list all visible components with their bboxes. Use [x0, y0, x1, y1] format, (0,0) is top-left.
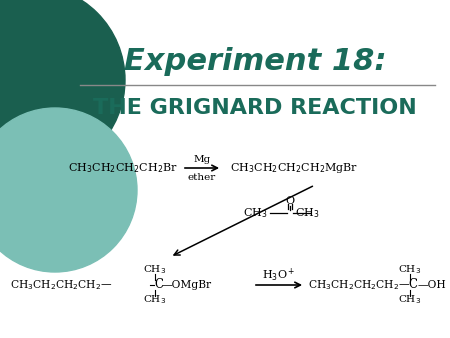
- Text: CH$_3$: CH$_3$: [243, 206, 268, 220]
- Text: CH$_3$: CH$_3$: [295, 206, 319, 220]
- Circle shape: [0, 0, 125, 175]
- Circle shape: [0, 108, 137, 272]
- Text: CH$_3$CH$_2$CH$_2$CH$_2$Br: CH$_3$CH$_2$CH$_2$CH$_2$Br: [68, 161, 178, 175]
- Text: Mg: Mg: [194, 154, 211, 164]
- Text: CH$_3$: CH$_3$: [144, 294, 166, 307]
- Text: CH$_3$: CH$_3$: [398, 294, 422, 307]
- Text: C: C: [154, 279, 163, 291]
- Text: O: O: [285, 196, 295, 206]
- Text: CH$_3$CH$_2$CH$_2$CH$_2$—: CH$_3$CH$_2$CH$_2$CH$_2$—: [10, 278, 112, 292]
- Text: ether: ether: [188, 172, 216, 182]
- Text: CH$_3$: CH$_3$: [144, 264, 166, 276]
- Text: —OMgBr: —OMgBr: [162, 280, 212, 290]
- Text: Experiment 18:: Experiment 18:: [124, 48, 386, 76]
- Text: C: C: [408, 279, 417, 291]
- Text: H$_3$O$^+$: H$_3$O$^+$: [262, 266, 296, 284]
- Text: —OH: —OH: [418, 280, 447, 290]
- Text: CH$_3$CH$_2$CH$_2$CH$_2$MgBr: CH$_3$CH$_2$CH$_2$CH$_2$MgBr: [230, 161, 358, 175]
- Text: THE GRIGNARD REACTION: THE GRIGNARD REACTION: [93, 98, 417, 118]
- Text: CH$_3$: CH$_3$: [398, 264, 422, 276]
- Text: CH$_3$CH$_2$CH$_2$CH$_2$—: CH$_3$CH$_2$CH$_2$CH$_2$—: [308, 278, 410, 292]
